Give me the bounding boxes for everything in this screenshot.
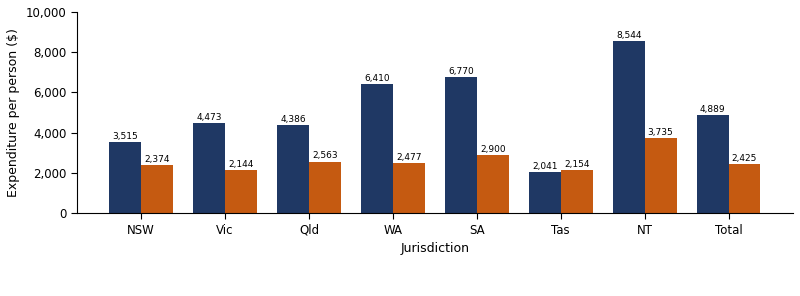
Text: 4,386: 4,386: [280, 115, 306, 124]
Text: 4,473: 4,473: [196, 113, 222, 122]
Bar: [141, 165, 173, 213]
Bar: [445, 77, 477, 213]
Text: 2,374: 2,374: [144, 155, 170, 164]
Text: 2,563: 2,563: [312, 151, 338, 160]
Text: 3,735: 3,735: [648, 128, 674, 137]
Bar: [645, 138, 677, 213]
Text: 2,900: 2,900: [480, 144, 506, 154]
Bar: [697, 115, 729, 213]
Text: 6,410: 6,410: [364, 74, 390, 83]
Bar: [225, 170, 257, 213]
Bar: [277, 125, 309, 213]
Text: 2,477: 2,477: [396, 153, 422, 162]
Bar: [393, 163, 425, 213]
Bar: [477, 155, 509, 213]
Text: 2,144: 2,144: [228, 160, 254, 169]
Text: 3,515: 3,515: [112, 132, 138, 141]
Bar: [361, 84, 393, 213]
Text: 4,889: 4,889: [700, 104, 726, 114]
Bar: [193, 123, 225, 213]
Bar: [561, 170, 593, 213]
Text: 2,154: 2,154: [564, 160, 590, 169]
Bar: [110, 142, 141, 213]
Bar: [613, 41, 645, 213]
Y-axis label: Expenditure per person ($): Expenditure per person ($): [7, 28, 20, 197]
Text: 8,544: 8,544: [616, 31, 642, 40]
Bar: [529, 172, 561, 213]
X-axis label: Jurisdiction: Jurisdiction: [400, 242, 470, 255]
Text: 6,770: 6,770: [448, 67, 474, 76]
Text: 2,041: 2,041: [532, 162, 558, 171]
Text: 2,425: 2,425: [732, 154, 758, 163]
Bar: [309, 162, 341, 213]
Bar: [729, 164, 761, 213]
